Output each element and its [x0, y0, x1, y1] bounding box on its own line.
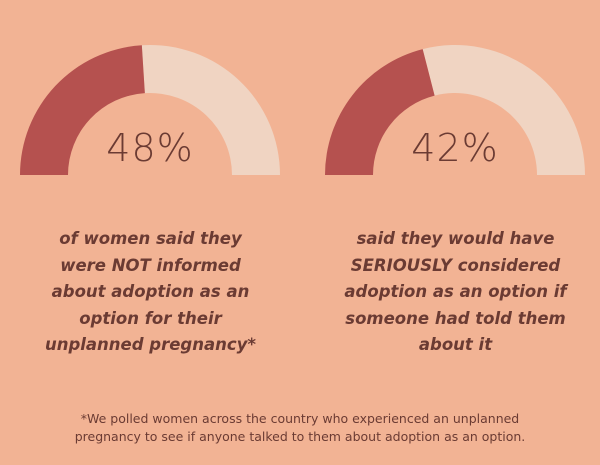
caption-line: about it [418, 335, 493, 354]
gauge-right [325, 45, 585, 176]
gauge-left [20, 45, 280, 175]
caption-line: option for their [79, 308, 222, 328]
footnote-line: pregnancy to see if anyone talked to the… [74, 429, 526, 444]
caption-line: about adoption as an [51, 282, 250, 301]
gauge-left-filled-arc [20, 45, 145, 175]
gauge-right-remaining-arc [422, 45, 585, 176]
gauge-left-caption: of women said they were NOT informed abo… [23, 226, 278, 359]
caption-line: someone had told them [345, 308, 566, 328]
gauge-left-remaining-arc [141, 45, 280, 175]
gauge-right-percent-label: 42% [411, 126, 499, 170]
footnote: *We polled women across the country who … [10, 410, 590, 446]
caption-line: were NOT informed [60, 255, 241, 275]
caption-line: of women said they [59, 229, 242, 248]
caption-line: unplanned pregnancy* [44, 335, 257, 354]
caption-line: said they would have [356, 229, 555, 248]
footnote-line: *We polled women across the country who … [80, 411, 520, 426]
caption-line: SERIOUSLY considered [350, 255, 561, 275]
gauge-right-caption: said they would have SERIOUSLY considere… [328, 226, 583, 359]
gauge-right-filled-arc [325, 49, 435, 175]
caption-line: adoption as an option if [344, 282, 567, 301]
gauge-left-percent-label: 48% [106, 126, 194, 170]
